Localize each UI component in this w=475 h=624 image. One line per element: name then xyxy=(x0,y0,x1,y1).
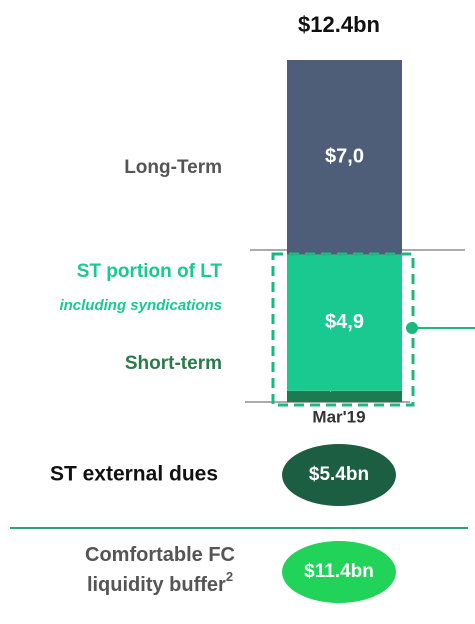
series-label: ST portion of LT xyxy=(77,261,223,282)
bubble-label: $5.4bn xyxy=(309,464,369,485)
superscript: 2 xyxy=(226,569,233,584)
label-line: Comfortable FC xyxy=(85,544,235,566)
connector-dot xyxy=(406,322,418,334)
annotation-label: ST external dues xyxy=(50,463,218,486)
x-tick-label: Mar'19 xyxy=(312,407,365,426)
value-label: $7,0 xyxy=(325,146,364,168)
bar-segment xyxy=(287,254,402,391)
label-line: liquidity buffer xyxy=(87,574,226,596)
bar-segment xyxy=(287,60,402,255)
series-label: Short-term xyxy=(125,353,222,374)
value-bubble xyxy=(282,541,396,603)
series-label: Long-Term xyxy=(124,157,222,178)
total-label: $12.4bn xyxy=(298,12,380,37)
annotation-label: Comfortable FC liquidity buffer2 xyxy=(85,544,235,596)
value-label: $4,9 xyxy=(325,311,364,333)
series-subtitle: including syndications xyxy=(59,297,222,314)
value-bubble xyxy=(282,444,396,506)
bubble-label: $11.4bn xyxy=(304,561,374,582)
bar-segment xyxy=(287,390,402,402)
